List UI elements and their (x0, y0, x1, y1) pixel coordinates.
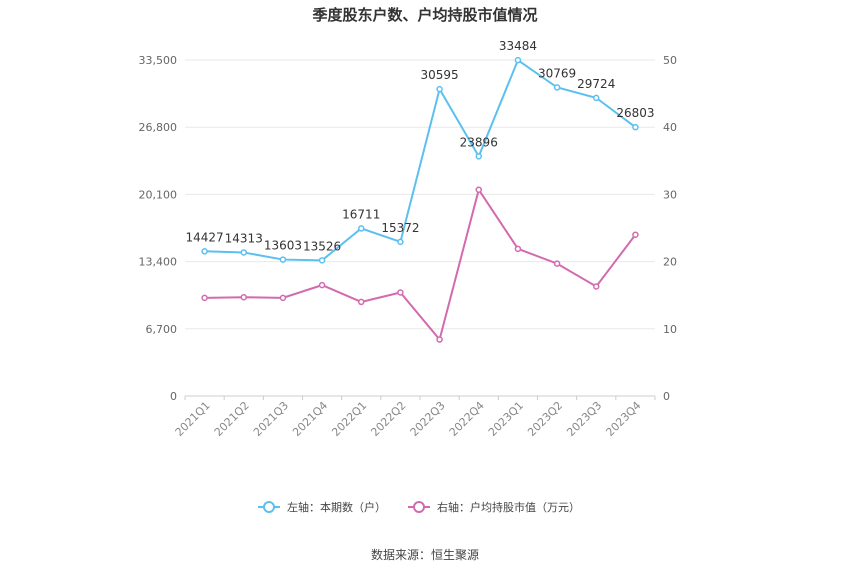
source-note: 数据来源：恒生聚源 (371, 547, 479, 562)
series-point-2 (318, 281, 326, 289)
x-axis-tick-label: 2021Q2 (212, 399, 252, 439)
series-point-1 (436, 85, 443, 93)
chart-title: 季度股东户数、户均持股市值情况 (312, 6, 537, 24)
series-point-1 (358, 225, 365, 232)
series-point-1 (632, 123, 639, 131)
series-line-2 (204, 187, 637, 342)
left-axis-tick-label: 33,500 (139, 54, 178, 67)
x-axis-tick-label: 2022Q2 (368, 399, 408, 439)
series-point-2 (397, 289, 404, 296)
data-label: 29724 (577, 77, 615, 91)
legend-label-2: 右轴：户均持股市值（万元） (437, 500, 580, 514)
series-point-2 (475, 186, 482, 193)
series-point-2 (201, 294, 208, 302)
data-label: 26803 (616, 106, 654, 120)
series-point-1 (201, 248, 208, 255)
legend-marker-1 (263, 501, 275, 513)
series-point-2 (632, 231, 639, 238)
series-point-1 (593, 94, 600, 102)
data-label: 14427 (185, 230, 223, 244)
right-axis-tick-label: 40 (663, 121, 677, 134)
left-axis-tick-label: 26,800 (139, 121, 178, 134)
right-axis-tick-label: 10 (663, 323, 677, 336)
left-axis-tick-label: 13,400 (139, 256, 178, 269)
x-axis-tick-label: 2023Q1 (486, 399, 526, 439)
series-point-1 (397, 238, 404, 246)
data-label: 13526 (303, 239, 341, 253)
left-axis-tick-label: 0 (170, 390, 177, 403)
series-point-2 (358, 298, 365, 306)
data-label: 15372 (381, 221, 419, 235)
series-point-2 (553, 260, 561, 267)
data-label: 33484 (499, 39, 537, 53)
legend-label-1: 左轴：本期数（户） (287, 500, 386, 514)
series-point-1 (318, 257, 326, 264)
x-axis-tick-label: 2021Q3 (251, 399, 291, 439)
series-line-1 (204, 58, 637, 262)
x-axis-tick-label: 2021Q1 (173, 399, 213, 439)
right-axis-tick-label: 20 (663, 256, 677, 269)
data-label: 16711 (342, 207, 380, 221)
left-axis-tick-label: 20,100 (139, 188, 178, 201)
right-axis-tick-label: 30 (663, 188, 677, 201)
data-label: 14313 (225, 231, 263, 245)
right-axis-tick-label: 50 (663, 54, 677, 67)
data-label: 30595 (420, 68, 458, 82)
data-label: 23896 (460, 135, 498, 149)
x-axis-tick-label: 2022Q1 (329, 399, 369, 439)
right-axis-tick-label: 0 (663, 390, 670, 403)
series-point-2 (240, 293, 247, 301)
x-axis-tick-label: 2022Q3 (408, 399, 448, 439)
x-axis-tick-label: 2023Q2 (525, 399, 565, 439)
series-point-1 (279, 256, 287, 263)
series-point-2 (514, 245, 522, 253)
x-axis-tick-label: 2021Q4 (290, 399, 330, 439)
data-label: 30769 (538, 66, 576, 80)
series-point-1 (240, 249, 247, 256)
x-axis-tick-label: 2022Q4 (447, 399, 487, 439)
x-axis-tick-label: 2023Q4 (603, 399, 643, 439)
legend-marker-2 (413, 501, 425, 513)
series-point-1 (553, 84, 561, 91)
series-point-2 (436, 336, 443, 343)
series-point-2 (593, 283, 600, 290)
data-label: 13603 (264, 239, 302, 253)
series-point-1 (475, 153, 482, 160)
series-point-1 (514, 56, 522, 64)
series-point-2 (279, 294, 287, 302)
left-axis-tick-label: 6,700 (146, 323, 178, 336)
x-axis-tick-label: 2023Q3 (564, 399, 604, 439)
